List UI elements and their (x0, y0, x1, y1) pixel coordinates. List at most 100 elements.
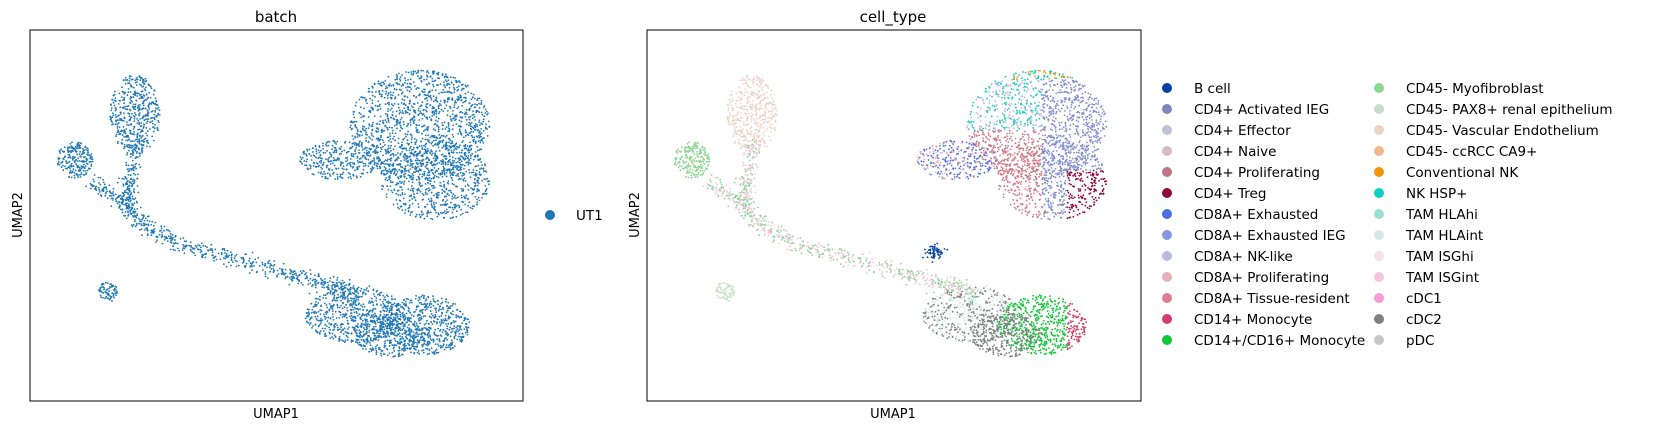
scatter-point (378, 165, 381, 168)
scatter-point (349, 126, 352, 129)
scatter-point (397, 103, 400, 106)
scatter-point (461, 155, 463, 158)
scatter-point (82, 148, 84, 150)
scatter-point (142, 94, 145, 97)
scatter-point (478, 102, 480, 105)
scatter-point (442, 328, 445, 331)
scatter-point (433, 186, 436, 189)
scatter-point (394, 304, 397, 307)
scatter-point (421, 329, 424, 332)
scatter-point (468, 321, 471, 323)
scatter-point (444, 163, 447, 166)
scatter-point (464, 129, 467, 132)
scatter-point (464, 116, 467, 118)
scatter-point (114, 114, 117, 116)
scatter-point (359, 333, 362, 336)
scatter-point (379, 298, 382, 301)
scatter-point (422, 163, 425, 166)
scatter-point (113, 90, 116, 93)
scatter-point (125, 128, 128, 130)
scatter-point (382, 309, 385, 312)
scatter-point (375, 351, 378, 354)
scatter-point (436, 351, 438, 354)
scatter-point (413, 109, 415, 111)
scatter-point (61, 161, 63, 164)
scatter-point (228, 254, 230, 257)
scatter-point (389, 132, 391, 135)
scatter-point (415, 88, 418, 90)
scatter-point (444, 195, 446, 198)
scatter-point (359, 130, 362, 133)
scatter-point (286, 275, 289, 278)
scatter-point (421, 147, 424, 149)
scatter-point (385, 196, 388, 198)
scatter-point (77, 141, 80, 144)
scatter-point (449, 171, 452, 173)
scatter-point (478, 97, 481, 100)
scatter-point (373, 82, 376, 85)
scatter-point (428, 179, 431, 182)
scatter-point (382, 185, 385, 188)
scatter-point (386, 332, 389, 335)
scatter-point (345, 335, 348, 337)
scatter-point (245, 262, 248, 265)
scatter-point (390, 311, 393, 314)
scatter-point (107, 292, 110, 295)
scatter-point (318, 160, 321, 163)
scatter-point (133, 216, 135, 218)
scatter-point (438, 330, 441, 332)
scatter-point (120, 142, 123, 145)
scatter-point (445, 333, 448, 336)
scatter-point (422, 213, 424, 215)
scatter-point (447, 130, 450, 133)
scatter-point (128, 80, 131, 82)
scatter-point (143, 119, 146, 122)
scatter-point (421, 173, 424, 176)
scatter-point (377, 100, 380, 103)
scatter-point (412, 174, 415, 177)
scatter-point (443, 84, 445, 86)
scatter-point (418, 183, 421, 186)
scatter-point (429, 90, 431, 93)
scatter-point (398, 88, 401, 91)
scatter-point (437, 345, 440, 347)
scatter-point (322, 147, 324, 150)
scatter-point (484, 112, 487, 114)
scatter-point (403, 318, 405, 321)
scatter-point (174, 234, 177, 237)
scatter-point (400, 160, 402, 162)
scatter-point (376, 151, 378, 154)
scatter-point (426, 211, 429, 214)
scatter-point (379, 108, 382, 110)
scatter-point (355, 120, 358, 123)
scatter-point (448, 194, 451, 197)
scatter-point (434, 328, 437, 331)
scatter-point (416, 146, 418, 149)
scatter-point (476, 176, 479, 179)
scatter-point (315, 148, 317, 151)
scatter-point (353, 306, 356, 309)
scatter-point (477, 158, 480, 161)
scatter-point (165, 237, 167, 240)
scatter-point (438, 213, 440, 216)
scatter-point (355, 294, 358, 297)
scatter-point (438, 339, 441, 341)
scatter-point (436, 143, 439, 146)
scatter-point (188, 244, 191, 247)
scatter-point (316, 162, 319, 165)
scatter-point (108, 290, 110, 292)
scatter-point (483, 192, 486, 195)
scatter-point (410, 88, 413, 91)
scatter-point (427, 134, 430, 137)
scatter-point (456, 107, 459, 110)
scatter-point (104, 194, 107, 197)
scatter-point (427, 169, 430, 172)
scatter-point (118, 92, 121, 95)
scatter-point (419, 93, 421, 95)
scatter-point (111, 300, 113, 302)
scatter-point (407, 174, 410, 177)
scatter-point (68, 161, 71, 163)
scatter-point (361, 127, 364, 130)
scatter-point (404, 209, 407, 211)
scatter-point (470, 130, 473, 133)
